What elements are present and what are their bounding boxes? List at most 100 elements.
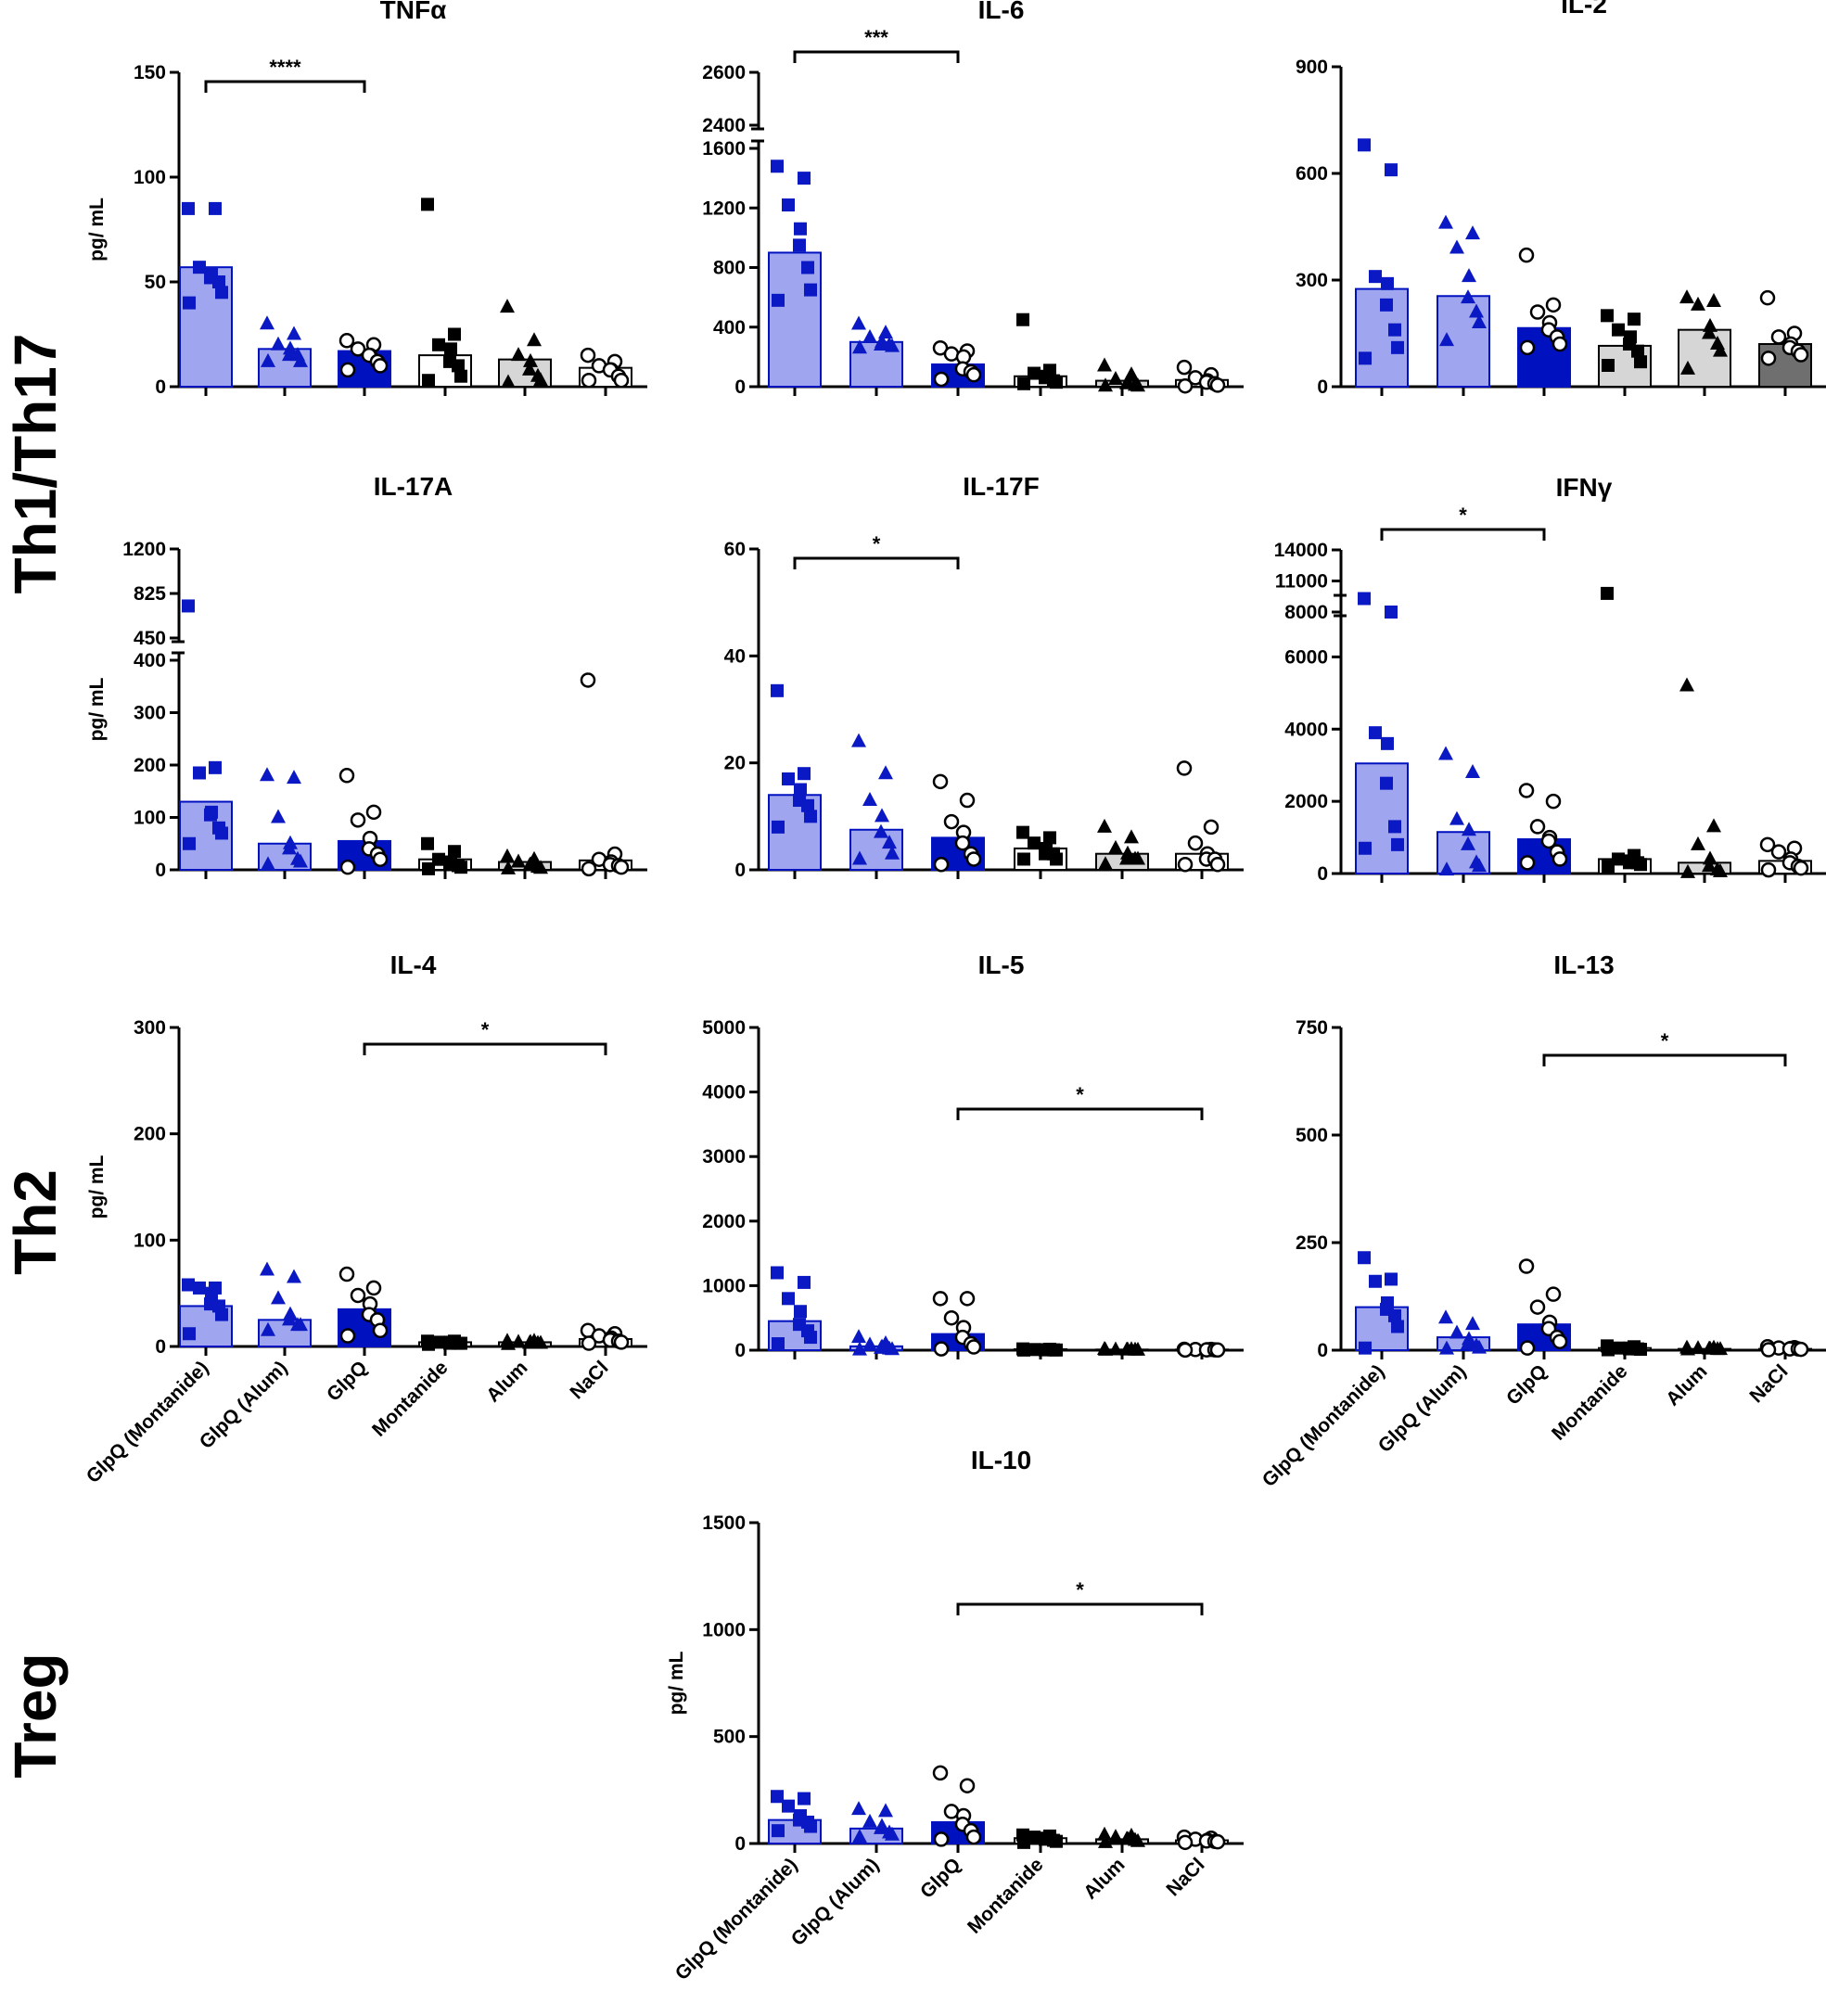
y-tick-label: 0	[1317, 376, 1328, 398]
point-glpq	[1540, 833, 1557, 849]
point-montanide	[1017, 1343, 1030, 1357]
point-nacl	[580, 672, 596, 688]
point-glpq-montanide	[1369, 726, 1382, 740]
point-glpq-montanide	[772, 820, 785, 834]
point-nacl	[1203, 819, 1219, 836]
point-glpq-montanide	[798, 767, 811, 781]
point-glpq-montanide	[1388, 1308, 1401, 1322]
point-glpq-montanide	[1385, 1272, 1398, 1286]
point-glpq	[933, 371, 950, 388]
point-glpq-montanide	[782, 198, 795, 212]
point-glpq-alum	[885, 338, 900, 352]
point-glpq-montanide	[193, 766, 206, 780]
section-label-th2: Th2	[2, 1169, 69, 1275]
x-category-label: GlpQ (Montanide)	[1258, 1360, 1389, 1491]
point-alum	[1108, 1829, 1123, 1844]
point-glpq-alum	[878, 765, 893, 780]
point-glpq-montanide	[215, 1308, 228, 1321]
point-alum	[522, 361, 537, 376]
point-glpq-alum	[1449, 810, 1464, 825]
point-montanide	[1016, 313, 1029, 326]
point-glpq	[372, 851, 389, 867]
point-nacl	[1760, 861, 1777, 878]
point-glpq-montanide	[1359, 841, 1372, 855]
point-glpq	[339, 362, 356, 378]
y-tick-label: 2600	[702, 62, 746, 83]
y-tick-label: 1200	[702, 198, 746, 219]
significance-label: *	[873, 532, 881, 555]
y-tick-label: 750	[1296, 1017, 1328, 1039]
point-montanide	[1601, 586, 1614, 600]
point-alum	[1702, 325, 1717, 339]
point-montanide	[1017, 376, 1030, 390]
point-alum	[1691, 1340, 1705, 1355]
x-category-label: Montanide	[368, 1357, 453, 1441]
point-glpq-alum	[271, 1290, 286, 1305]
chart-title: IL-2	[1561, 0, 1607, 19]
y-tick-label: 40	[724, 645, 746, 667]
point-glpq	[932, 1765, 949, 1781]
point-nacl	[1770, 844, 1787, 860]
point-montanide	[1634, 1343, 1647, 1357]
point-glpq-alum	[862, 328, 877, 343]
point-glpq	[350, 812, 366, 828]
y-axis-label: pg/ mL	[666, 1651, 687, 1715]
point-glpq	[932, 773, 949, 790]
point-nacl	[1209, 1833, 1226, 1850]
point-glpq-alum	[260, 315, 275, 330]
point-glpq	[965, 366, 982, 383]
y-tick-label: 14000	[1274, 540, 1328, 561]
point-montanide	[1634, 355, 1647, 369]
point-glpq	[943, 1309, 960, 1326]
y-tick-label: 1200	[122, 539, 166, 560]
y-tick-label: 0	[155, 860, 166, 881]
y-tick-label: 20	[724, 753, 746, 774]
point-montanide	[454, 369, 467, 383]
point-glpq-alum	[1438, 746, 1453, 760]
point-glpq-montanide	[212, 275, 225, 288]
point-alum	[511, 347, 526, 362]
chart-title: IFNγ	[1556, 473, 1613, 502]
point-glpq-montanide	[193, 261, 206, 274]
point-montanide	[1634, 858, 1647, 872]
y-tick-label: 60	[724, 539, 746, 560]
point-glpq-alum	[862, 1813, 877, 1828]
point-nacl	[1793, 1341, 1809, 1358]
point-glpq	[365, 1280, 382, 1296]
point-glpq-alum	[260, 767, 275, 782]
y-tick-label: 900	[1296, 57, 1328, 78]
significance-bracket	[1380, 528, 1546, 541]
point-glpq-montanide	[794, 222, 807, 236]
point-glpq	[372, 1322, 389, 1339]
point-glpq-alum	[1461, 289, 1475, 304]
point-alum	[1706, 818, 1721, 833]
y-tick-label: 400	[134, 650, 166, 671]
point-montanide	[1028, 836, 1041, 850]
point-alum	[1097, 818, 1112, 833]
y-tick-label: 500	[713, 1727, 746, 1748]
point-alum	[511, 1333, 526, 1348]
x-category-label: GlpQ (Montanide)	[83, 1357, 213, 1487]
y-axis-label: pg/ mL	[86, 1155, 108, 1219]
point-glpq-montanide	[1391, 1320, 1404, 1333]
point-glpq	[1545, 297, 1562, 313]
point-montanide	[452, 359, 465, 373]
chart-title: IL-17A	[374, 472, 453, 501]
point-glpq-alum	[1462, 268, 1476, 283]
point-montanide	[422, 1337, 435, 1351]
point-glpq-montanide	[1369, 1274, 1382, 1288]
point-glpq-alum	[1439, 332, 1454, 347]
point-alum	[1713, 342, 1728, 357]
point-glpq	[1519, 339, 1536, 356]
point-glpq-montanide	[804, 1331, 817, 1345]
point-glpq-montanide	[1358, 592, 1371, 606]
point-montanide	[1601, 309, 1614, 323]
chart-tnfa: TNFα 0 50 100 150 pg/ mL ****	[86, 0, 647, 398]
point-glpq-alum	[283, 1306, 298, 1321]
point-glpq-alum	[287, 325, 301, 340]
point-montanide	[448, 327, 461, 341]
point-alum	[1097, 1826, 1112, 1841]
significance-bracket	[956, 1602, 1204, 1615]
point-glpq-alum	[261, 1321, 275, 1336]
